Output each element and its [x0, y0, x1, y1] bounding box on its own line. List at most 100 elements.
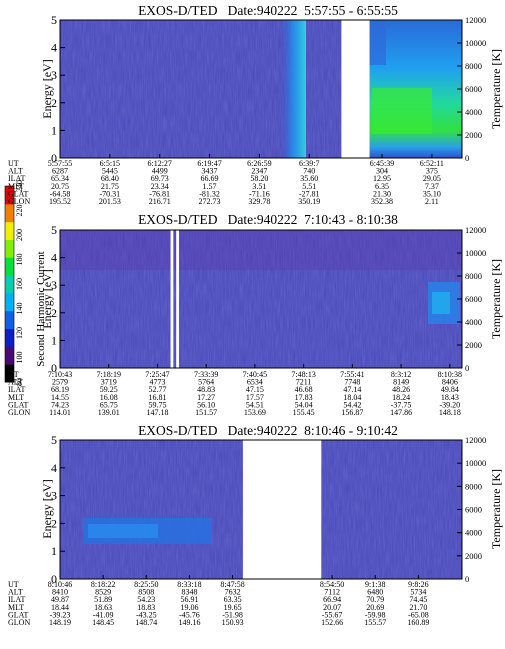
panel-2-gap-0 — [170, 230, 174, 368]
orbit-cell: 54.04 — [295, 400, 313, 409]
orbit-cell: 148.19 — [49, 618, 71, 627]
colorbar-swatch — [5, 203, 14, 223]
orbit-cell: 2579 — [52, 378, 68, 387]
orbit-cell: 5.51 — [302, 182, 316, 191]
panel-2-upper-band — [60, 230, 462, 270]
orbit-row-label: UT — [8, 370, 19, 379]
orbit-cell: 7:55:41 — [340, 370, 364, 379]
y2-tick-label: 4000 — [465, 107, 482, 117]
orbit-cell: -51.98 — [222, 610, 243, 619]
orbit-cell: 21.70 — [409, 603, 427, 612]
orbit-cell: 329.78 — [248, 197, 270, 206]
orbit-cell: 68.19 — [51, 385, 69, 394]
y2-tick-label: 2000 — [465, 340, 482, 350]
orbit-cell: -45.76 — [179, 610, 200, 619]
orbit-cell: -55.67 — [322, 610, 343, 619]
panel-3-data-gaps — [242, 440, 322, 579]
orbit-cell: 201.53 — [99, 197, 121, 206]
panel-2-plot: 0 1 2 3 4 5 0 2000 4000 6000 8000 10000 12000 Energ… — [40, 223, 503, 375]
orbit-cell: 8:18:22 — [91, 580, 115, 589]
orbit-cell: 350.19 — [298, 197, 320, 206]
orbit-cell: 35.60 — [300, 174, 318, 183]
orbit-cell: 7632 — [225, 588, 241, 597]
colorbar-swatches — [4, 185, 15, 383]
colorbar-tick-label: 140 — [15, 303, 24, 315]
orbit-cell: 272.73 — [199, 197, 221, 206]
orbit-cell: 74.23 — [51, 400, 69, 409]
orbit-cell: 12.95 — [373, 174, 391, 183]
colorbar-swatch — [5, 239, 14, 258]
y-tick-label: 1 — [51, 123, 57, 137]
panel-2-bright-core — [432, 292, 450, 314]
panel-3: EXOS-D/TED Date:940222 8:10:46 - 9:10:42… — [8, 423, 503, 627]
orbit-row-label: MLT — [8, 393, 24, 402]
orbit-cell: 20.75 — [51, 182, 69, 191]
orbit-cell: 2347 — [251, 167, 267, 176]
orbit-row-label: GLON — [8, 197, 30, 206]
panel-2-title: EXOS-D/TED Date:940222 7:10:43 - 8:10:38 — [138, 212, 398, 227]
colorbar-swatch — [5, 310, 14, 330]
orbit-cell: 29.05 — [423, 174, 441, 183]
orbit-cell: 6:5:15 — [100, 159, 120, 168]
orbit-cell: 17.83 — [295, 393, 313, 402]
orbit-row-label: GLAT — [8, 189, 29, 198]
orbit-cell: 70.79 — [366, 595, 384, 604]
y-tick-label: 2 — [51, 96, 57, 110]
y2-tick-label: 10000 — [465, 248, 486, 258]
orbit-cell: 8:47:58 — [220, 580, 244, 589]
y2-tick-label: 2000 — [465, 551, 482, 561]
colorbar-frame — [4, 185, 15, 383]
orbit-cell: -27.81 — [299, 189, 320, 198]
orbit-cell: 49.84 — [441, 385, 459, 394]
orbit-cell: 155.57 — [364, 618, 386, 627]
orbit-cell: 3437 — [202, 167, 218, 176]
panel-3-y2label: Temperature [K] — [489, 469, 503, 549]
orbit-cell: 9:1:38 — [365, 580, 385, 589]
orbit-cell: 6:39:7 — [299, 159, 319, 168]
orbit-cell: 18.04 — [343, 393, 361, 402]
orbit-cell: 6:45:39 — [370, 159, 394, 168]
y-tick-label: 5 — [51, 433, 57, 447]
orbit-cell: 148.74 — [135, 618, 157, 627]
orbit-cell: 65.75 — [100, 400, 118, 409]
orbit-cell: 18.24 — [392, 393, 410, 402]
orbit-cell: -71.16 — [249, 189, 270, 198]
orbit-cell: 8:3:12 — [391, 370, 411, 379]
colorbar-tick-label: 160 — [15, 278, 24, 290]
orbit-cell: 8:54:50 — [320, 580, 344, 589]
orbit-row-label: ILAT — [8, 595, 25, 604]
orbit-cell: 304 — [376, 167, 388, 176]
orbit-cell: 18.83 — [137, 603, 155, 612]
orbit-row-label: ALT — [8, 588, 23, 597]
orbit-cell: 68.40 — [101, 174, 119, 183]
orbit-cell: 8348 — [181, 588, 197, 597]
orbit-cell: 8:25:50 — [134, 580, 158, 589]
orbit-cell: 47.14 — [343, 385, 361, 394]
orbit-cell: 149.16 — [178, 618, 200, 627]
y2-tick-label: 0 — [465, 574, 469, 584]
orbit-cell: 3719 — [101, 378, 117, 387]
orbit-cell: 148.45 — [92, 618, 114, 627]
y2-tick-label: 10000 — [465, 458, 486, 468]
orbit-cell: -81.32 — [199, 189, 220, 198]
panel-1-plot: 0 1 2 3 4 5 0 2000 4000 6000 8000 10000 12000 Energ… — [40, 13, 503, 165]
orbit-cell: 5445 — [102, 167, 118, 176]
orbit-cell: 56.10 — [197, 400, 215, 409]
orbit-cell: 66.69 — [201, 174, 219, 183]
y-tick-label: 4 — [51, 251, 57, 265]
y-tick-label: 3 — [51, 68, 57, 82]
colorbar-label: Second Harmonic Current — [35, 251, 47, 366]
orbit-cell: 7:40:45 — [243, 370, 267, 379]
orbit-cell: 52.77 — [148, 385, 166, 394]
orbit-row-label: UT — [8, 580, 19, 589]
orbit-cell: 18.44 — [51, 603, 69, 612]
orbit-cell: 6:26:59 — [247, 159, 271, 168]
orbit-cell: 7:25:47 — [145, 370, 169, 379]
colorbar: 80 100 120 140 160 180 200 220 240 Second Harmon… — [4, 180, 47, 386]
y-tick-label: 0 — [51, 151, 57, 165]
panel-2-y2-ticks: 0 2000 4000 6000 8000 10000 12000 — [457, 225, 486, 373]
orbit-row-label: ILAT — [8, 174, 25, 183]
orbit-cell: 8508 — [138, 588, 154, 597]
orbit-cell: -37.75 — [391, 400, 412, 409]
y-tick-label: 3 — [51, 489, 57, 503]
